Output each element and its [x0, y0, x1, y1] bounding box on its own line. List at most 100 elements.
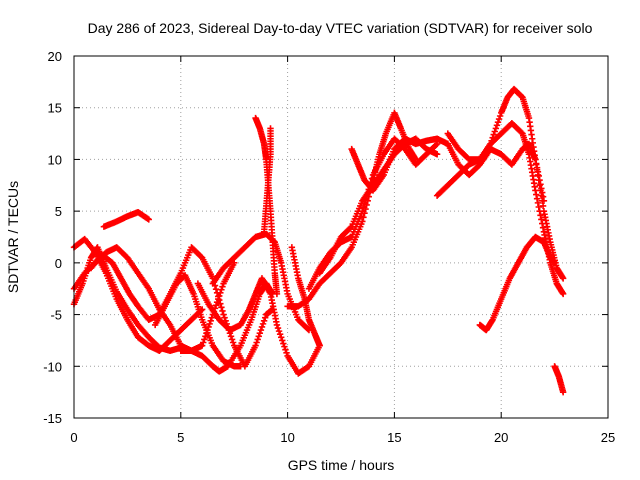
plot-frame: [73, 55, 609, 419]
data-point: [347, 224, 354, 231]
data-point: [493, 122, 501, 129]
data-point: [221, 314, 228, 321]
data-point: [283, 349, 290, 357]
y-tick-label: 5: [55, 204, 62, 219]
series-arc13: [284, 109, 419, 310]
data-point: [533, 164, 541, 171]
data-point: [216, 296, 223, 304]
data-point: [492, 125, 500, 132]
data-point: [494, 118, 502, 126]
data-point: [218, 286, 225, 293]
series-arc3: [70, 244, 238, 354]
data-point: [202, 333, 209, 340]
data-point: [208, 314, 215, 321]
data-point: [218, 304, 225, 311]
data-point: [537, 212, 544, 219]
data-point: [214, 293, 222, 300]
data-point: [227, 333, 235, 340]
x-tick-label: 0: [70, 430, 77, 445]
data-point: [252, 342, 259, 349]
data-point: [254, 336, 261, 343]
data-point: [535, 203, 542, 211]
x-tick-label: 5: [177, 430, 184, 445]
data-point: [253, 339, 260, 346]
y-tick-label: 15: [48, 101, 62, 116]
data-point: [228, 336, 236, 343]
series-arc16: [348, 135, 451, 194]
tick-labels: 0 5 10 15 20 25 -15 -10 -5 0 5 10 15 20: [43, 49, 615, 445]
data-point: [360, 214, 367, 221]
data-point: [360, 204, 367, 211]
data-point: [496, 112, 504, 120]
series-arc20: [476, 233, 558, 334]
data-point: [532, 156, 539, 163]
y-tick-label: 10: [48, 152, 62, 167]
data-point: [213, 289, 221, 297]
data-point: [260, 228, 268, 236]
series-arc11: [260, 125, 274, 236]
data-point: [229, 339, 237, 346]
data-point: [259, 320, 267, 328]
data-point: [273, 321, 281, 329]
data-point: [258, 323, 266, 331]
data-point: [489, 134, 496, 141]
x-tick-label: 15: [387, 430, 401, 445]
data-point: [559, 275, 567, 282]
data-point: [491, 128, 498, 135]
data-point: [559, 388, 567, 396]
data-point: [280, 340, 287, 347]
series-arc21: [551, 363, 567, 396]
data-point: [219, 283, 226, 290]
data-point: [538, 216, 545, 223]
data-point: [534, 168, 542, 176]
x-tick-label: 25: [601, 430, 615, 445]
x-axis-label: GPS time / hours: [288, 457, 395, 473]
y-tick-label: -15: [43, 411, 62, 426]
data-point: [275, 327, 283, 335]
data-point: [495, 115, 503, 123]
data-point: [559, 290, 567, 298]
data-point: [273, 290, 281, 298]
x-tick-label: 20: [494, 430, 508, 445]
chart-title: Day 286 of 2023, Sidereal Day-to-day VTE…: [88, 20, 593, 36]
data-point: [533, 191, 540, 198]
data-point: [217, 300, 224, 307]
data-point: [237, 363, 244, 370]
data-point: [257, 326, 265, 334]
x-tick-label: 10: [280, 430, 294, 445]
data-points: [70, 85, 567, 396]
data-point: [490, 131, 497, 138]
data-point: [539, 224, 547, 231]
data-point: [207, 317, 214, 324]
series-arc5: [87, 244, 276, 370]
data-point: [279, 337, 286, 344]
y-tick-label: -5: [50, 308, 62, 323]
data-point: [539, 193, 547, 200]
data-point: [201, 336, 208, 343]
data-point: [282, 346, 289, 353]
data-point: [212, 302, 220, 309]
data-point: [276, 331, 284, 338]
data-point: [539, 202, 547, 210]
data-point: [433, 151, 441, 158]
data-point: [212, 286, 220, 293]
data-point: [551, 259, 558, 267]
data-point: [277, 334, 285, 341]
data-point: [536, 176, 543, 184]
series-arc8: [194, 275, 323, 377]
data-point: [316, 342, 323, 349]
data-point: [488, 137, 495, 145]
data-point: [533, 195, 541, 202]
data-point: [255, 333, 262, 340]
data-point: [432, 141, 440, 149]
data-point: [540, 197, 548, 204]
data-point: [538, 185, 545, 192]
data-point: [368, 175, 376, 182]
data-point: [281, 343, 288, 350]
data-point: [198, 342, 206, 349]
data-point: [533, 160, 540, 167]
data-point: [537, 181, 544, 188]
data-point: [260, 317, 268, 324]
series-arc12: [288, 244, 323, 349]
